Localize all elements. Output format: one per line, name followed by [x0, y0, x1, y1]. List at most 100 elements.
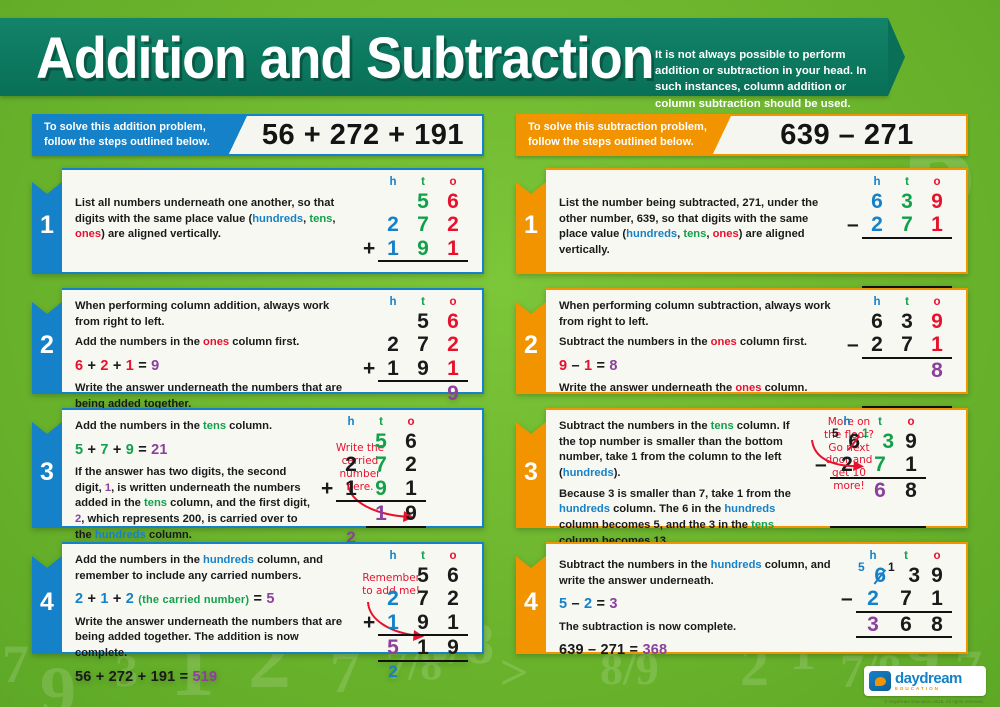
subtraction-step-4-equation: 5 – 2 = 3: [559, 596, 618, 613]
subtraction-step-4: 4 Subtract the numbers in the hundreds c…: [516, 542, 968, 658]
place-header-t: t: [421, 176, 425, 188]
subtraction-step-3-answer-ones: 8: [905, 478, 917, 502]
subtraction-problem-header: To solve this subtraction problem, follo…: [516, 114, 968, 156]
addition-step-3-answer-ones: 9: [396, 502, 426, 528]
page-title: Addition and Subtraction: [36, 26, 655, 91]
addition-step-3-answer-tens: 1: [366, 502, 396, 528]
addition-step-3-line1: Add the numbers in the tens column.: [75, 420, 273, 432]
addition-step-3-equation: 5 + 7 + 9 = 21: [75, 441, 168, 458]
addition-step-2-number: 2: [32, 288, 62, 394]
addition-step-4-carried: 2: [388, 661, 398, 681]
addition-step-4-answer-ones: 9: [438, 636, 468, 662]
subtraction-borrow-hundreds: 5 6: [832, 425, 860, 453]
subtraction-step-3-answer-tens: 6: [874, 478, 886, 502]
subtraction-borrow-tens: 1 3: [888, 559, 920, 587]
addition-header-label: To solve this addition problem, follow t…: [32, 114, 248, 156]
subtraction-step-2-number: 2: [516, 288, 546, 394]
addition-expression: 56 + 272 + 191: [228, 114, 484, 156]
addition-step-4-line1: Add the numbers in the hundreds column, …: [75, 554, 324, 582]
place-header-o: o: [407, 416, 415, 428]
addition-step-4-equation: 2 + 1 + 2 (the carried number) = 5: [75, 591, 275, 608]
addition-step-2-equation: 6 + 2 + 1 = 9: [75, 358, 160, 375]
subtraction-step-4-answer-hundreds: 3: [856, 613, 890, 639]
place-header-t: t: [905, 296, 909, 308]
brand-logo[interactable]: daydream EDUCATION: [864, 666, 986, 696]
addition-step-3: 3 Add the numbers in the tens column. 5 …: [32, 408, 484, 547]
addition-step-4-annotation: Remember to add me!: [362, 572, 420, 598]
subtraction-step-1-number: 1: [516, 168, 546, 274]
addition-step-1-number: 1: [32, 168, 62, 274]
subtraction-step-4-text: Subtract the numbers in the hundreds col…: [546, 544, 840, 658]
place-header-h: h: [389, 296, 397, 308]
subtraction-step-4-line1: Subtract the numbers in the hundreds col…: [559, 559, 831, 587]
addition-step-4: 4 Add the numbers in the hundreds column…: [32, 542, 484, 685]
place-header-o: o: [449, 550, 457, 562]
addition-step-2-line2: Add the numbers in the ones column first…: [75, 336, 300, 349]
logo-subtitle: EDUCATION: [895, 686, 940, 691]
addition-step-3-carried: 2: [346, 527, 356, 547]
place-header-t: t: [878, 416, 882, 428]
place-header-o: o: [449, 296, 457, 308]
title-band: Addition and Subtraction It is not alway…: [0, 18, 905, 110]
addition-step-4-result: 56 + 272 + 191 = 519: [75, 668, 218, 685]
addition-step-4-line2: Write the answer underneath the numbers …: [75, 615, 343, 659]
logo-name: daydream: [895, 670, 962, 687]
addition-step-4-text: Add the numbers in the hundreds column, …: [62, 544, 362, 685]
subtraction-step-3-line1: Subtract the numbers in the tens column.…: [559, 420, 790, 480]
subtraction-expression: 639 – 271: [712, 114, 968, 156]
place-header-h: h: [347, 416, 355, 428]
subtraction-borrow-tens: 1 3: [862, 425, 894, 453]
addition-step-2-text: When performing column addition, always …: [62, 290, 362, 410]
addition-step-1: 1 List all numbers underneath one anothe…: [32, 168, 484, 312]
place-header-o: o: [933, 296, 941, 308]
addition-step-2-answer-ones: 9: [447, 382, 459, 406]
addition-step-1-text: List all numbers underneath one another,…: [75, 197, 336, 241]
addition-step-2-line3: Write the answer underneath the numbers …: [75, 382, 343, 410]
subtraction-step-3-number: 3: [516, 408, 546, 528]
place-header-h: h: [843, 416, 851, 428]
place-header-t: t: [421, 550, 425, 562]
addition-step-2: 2 When performing column addition, alway…: [32, 288, 484, 432]
subtraction-step-4-answer-ones: 8: [922, 613, 952, 639]
addition-step-4-answer-hundreds: 5: [378, 636, 408, 662]
subtraction-step-2-text: When performing column subtraction, alwa…: [546, 290, 846, 394]
logo-mark-icon: [869, 671, 891, 691]
place-header-t: t: [379, 416, 383, 428]
subtraction-step-3: 3 Subtract the numbers in the tens colum…: [516, 408, 968, 572]
intro-text: It is not always possible to perform add…: [655, 49, 867, 110]
place-header-t: t: [904, 550, 908, 562]
subtraction-step-1-text: List the number being subtracted, 271, u…: [559, 197, 819, 257]
place-header-h: h: [389, 176, 397, 188]
place-header-t: t: [905, 176, 909, 188]
place-header-h: h: [873, 296, 881, 308]
subtraction-step-2-line1: When performing column subtraction, alwa…: [559, 300, 831, 328]
place-header-o: o: [907, 416, 915, 428]
subtraction-step-3-text: Subtract the numbers in the tens column.…: [546, 410, 814, 572]
addition-problem-header: To solve this addition problem, follow t…: [32, 114, 484, 156]
subtraction-step-2-equation: 9 – 1 = 8: [559, 358, 618, 375]
place-header-h: h: [873, 176, 881, 188]
place-header-t: t: [421, 296, 425, 308]
subtraction-step-4-sum: h t o 5 6 1 3 9 –2 7 1 3 6 8: [840, 544, 966, 652]
subtraction-step-3-sum: h t o 5 6 1 3 9 –2 7 1 6 8: [811, 410, 940, 528]
subtraction-step-4-result: 639 – 271 = 368: [559, 642, 668, 659]
copyright-text: © Daydream Education 2015. All rights re…: [884, 699, 984, 704]
addition-step-2-line1: When performing column addition, always …: [75, 300, 330, 328]
place-header-o: o: [933, 176, 941, 188]
subtraction-step-2-line3: Write the answer underneath the ones col…: [559, 382, 808, 395]
subtraction-step-4-answer-tens: 6: [890, 613, 922, 639]
subtraction-step-2-answer-ones: 8: [931, 358, 943, 382]
addition-step-4-answer-tens: 1: [408, 636, 438, 662]
place-header-h: h: [869, 550, 877, 562]
place-header-h: h: [389, 550, 397, 562]
subtraction-step-2-line2: Subtract the numbers in the ones column …: [559, 336, 808, 349]
addition-step-3-text: Add the numbers in the tens column. 5 + …: [62, 410, 320, 541]
subtraction-header-label: To solve this subtraction problem, follo…: [516, 114, 732, 156]
place-header-o: o: [933, 550, 941, 562]
